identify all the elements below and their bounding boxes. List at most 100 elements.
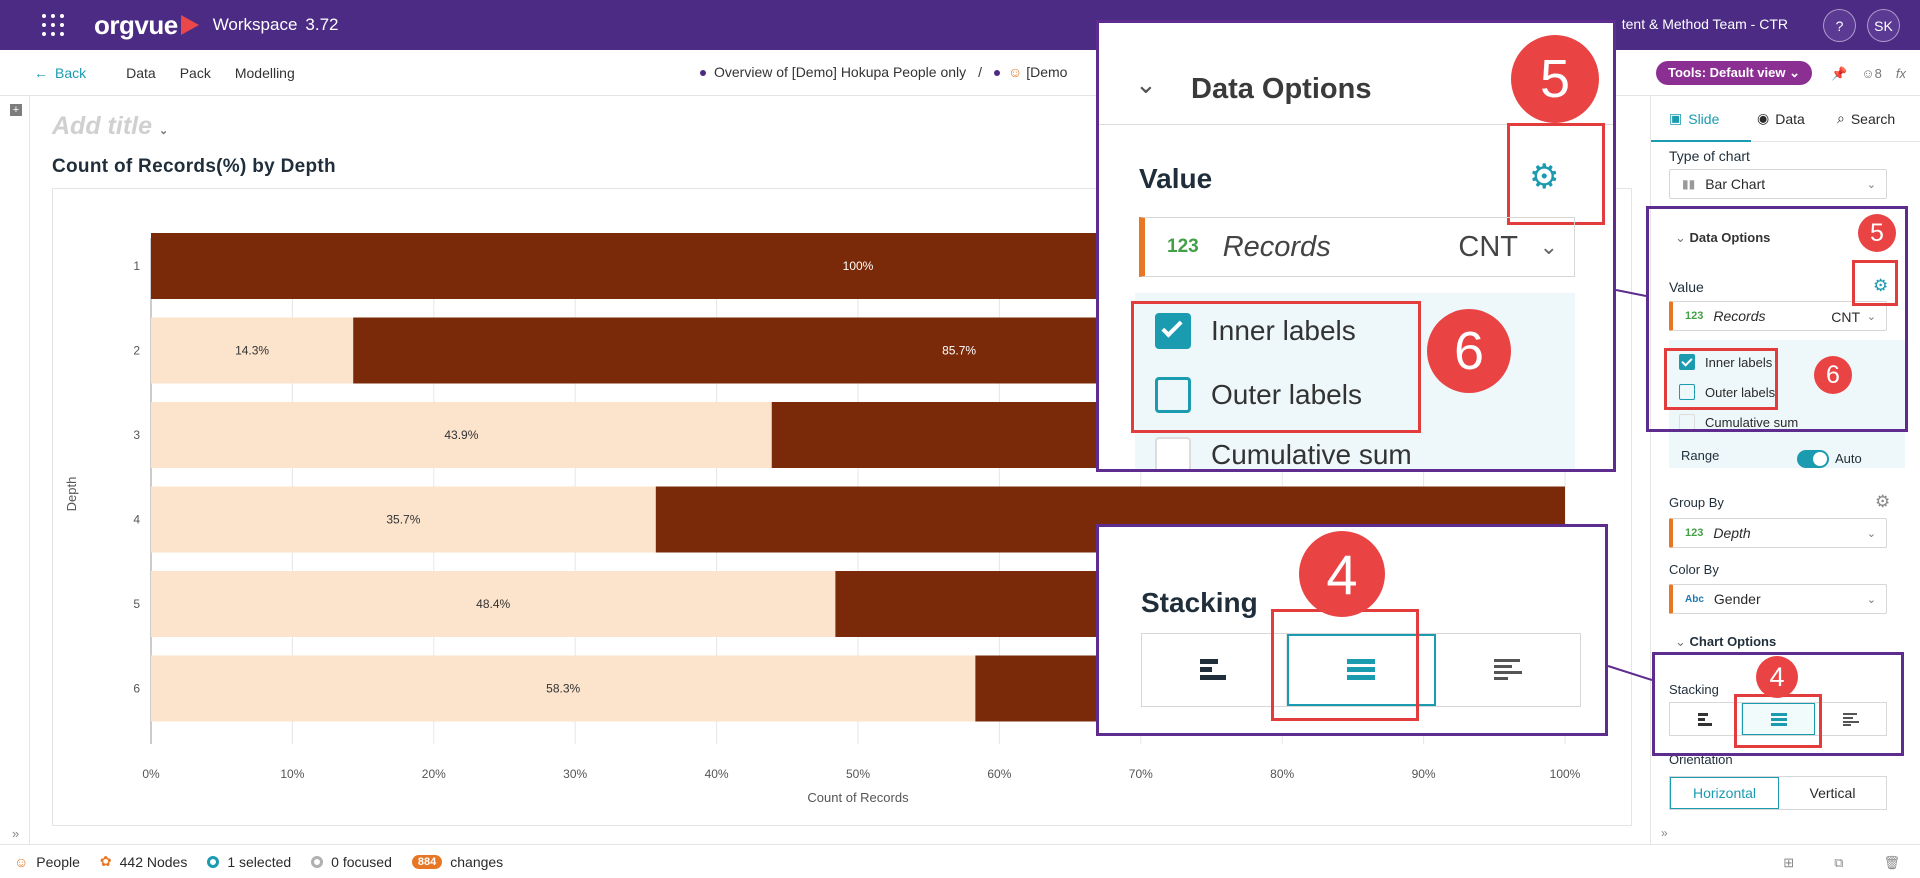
breadcrumb-item[interactable]: Overview of [Demo] Hokupa People only [700,64,966,80]
data-icon: ◉ [1757,110,1770,126]
breadcrumb-label: [Demo [1026,64,1068,80]
value-field-select[interactable]: 123 Records CNT ⌄ [1669,301,1887,331]
zoom-checkbox-unchecked [1155,437,1191,469]
search-icon: ⌕ [1837,110,1845,126]
text-type-icon: Abc [1685,593,1704,605]
person-icon: ☺ [1008,64,1023,80]
pin-icon[interactable]: 📌 [1831,66,1848,81]
zoom-step-6-marker: 6 [1427,309,1511,393]
copy-icon[interactable]: ⧉ [1834,855,1844,870]
chart-options-header[interactable]: ⌄ Chart Options [1675,634,1776,650]
app-grid-icon[interactable] [42,14,64,36]
chevron-down-icon: ⌄ [1675,230,1690,245]
nodes-status[interactable]: ✿ 442 Nodes [100,853,187,870]
inner-labels-label: Inner labels [1705,354,1773,370]
user-avatar[interactable]: SK [1867,9,1900,42]
color-by-label: Color By [1669,562,1719,577]
nodes-icon: ✿ [99,853,112,869]
x-tick-label: 80% [1270,767,1294,781]
group-by-label: Group By [1669,495,1724,510]
stack-overlap-icon [1493,659,1522,680]
group-by-select[interactable]: 123 Depth ⌄ [1669,518,1887,548]
value-settings-gear-icon[interactable]: ⚙ [1873,276,1889,295]
orientation-horizontal-button[interactable]: Horizontal [1670,777,1779,809]
value-field-name: Records [1713,308,1766,324]
breadcrumb-item[interactable]: ☺ [Demo [994,64,1067,80]
bar-segment [151,486,656,553]
nav-pack[interactable]: Pack [179,64,211,81]
back-button[interactable]: ← Back [34,65,86,81]
step-6-marker: 6 [1814,356,1852,394]
stacking-overlap-button[interactable] [1815,703,1886,735]
nav-modelling[interactable]: Modelling [234,64,295,81]
tools-view-selector[interactable]: Tools: Default view ⌄ [1656,61,1813,85]
color-by-select[interactable]: Abc Gender ⌄ [1669,584,1887,614]
focused-status[interactable]: 0 focused [311,854,392,870]
formula-icon[interactable]: fx [1895,66,1906,81]
y-tick-label: 2 [133,344,140,358]
value-aggregation: CNT [1831,309,1860,325]
add-title-input[interactable]: Add title ⌄ [52,112,168,141]
y-axis-label: Depth [64,477,79,512]
users-count[interactable]: ☺8 [1861,66,1882,81]
orientation-vertical-button[interactable]: Vertical [1809,785,1856,801]
team-selector[interactable]: tent & Method Team - CTR [1621,16,1788,32]
value-options-area [1669,340,1905,468]
zoom-stacking-options [1141,633,1581,707]
zoom-gear-icon: ⚙ [1529,158,1560,196]
bar-data-label: 48.4% [476,597,510,611]
zoom-step-4-marker: 4 [1299,531,1385,617]
tab-slide[interactable]: ▣ Slide [1669,110,1719,127]
tab-data[interactable]: ◉ Data [1757,110,1805,127]
x-tick-label: 30% [563,767,587,781]
bar-data-label: 14.3% [235,344,269,358]
group-by-gear-icon[interactable]: ⚙ [1875,492,1891,511]
arrow-left-icon: ← [34,64,48,81]
y-tick-label: 3 [133,428,140,442]
bar-segment [151,571,836,637]
changes-count-badge: 884 [411,854,443,869]
expand-left-icon[interactable]: » [12,826,20,841]
gear-highlight-box [1852,260,1898,306]
tab-search[interactable]: ⌕ Search [1837,110,1895,127]
nav-data[interactable]: Data [126,64,156,81]
changes-status[interactable]: 884 changes [411,854,503,870]
selected-status[interactable]: 1 selected [207,854,291,870]
active-tab-indicator [1651,140,1751,142]
help-button[interactable]: ? [1823,9,1856,42]
selected-label: 1 selected [227,853,292,870]
chart-type-select[interactable]: ▮▮ Bar Chart ⌄ [1669,169,1887,199]
stacking-grouped-button[interactable] [1670,703,1742,735]
outer-labels-checkbox[interactable]: Outer labels [1679,384,1775,400]
nodes-label: 442 Nodes [119,853,188,870]
range-toggle[interactable] [1797,450,1829,468]
data-options-header[interactable]: ⌄ Data Options [1675,230,1770,246]
people-label: People [36,853,80,870]
chart-frame [52,188,1632,826]
delete-icon[interactable]: 🗑 [1883,855,1900,870]
stacking-percent-button[interactable] [1742,703,1815,735]
focused-ring-icon [311,855,324,868]
people-status[interactable]: ☺ People [14,854,80,870]
expand-panel-icon[interactable]: » [1661,826,1668,840]
users-count-value: 8 [1874,66,1882,81]
add-icon[interactable]: ⊞ [1783,855,1795,870]
chart-type-value: Bar Chart [1705,176,1766,192]
checkbox-checked [1679,354,1695,370]
add-slide-icon[interactable]: + [10,104,22,116]
chevron-down-icon: ⌄ [1135,69,1157,99]
stacking-label: Stacking [1669,682,1719,697]
workspace-version: 3.72 [305,15,339,34]
tools-label: Tools: Default view [1668,65,1786,80]
status-bar: ☺ People ✿ 442 Nodes 1 selected 0 focuse… [0,844,1920,878]
dot-icon [700,70,706,77]
x-tick-label: 40% [705,767,729,781]
x-tick-label: 20% [422,767,446,781]
bar-segment [151,402,772,468]
breadcrumb-separator: / [978,64,983,80]
inner-labels-checkbox[interactable]: Inner labels [1679,354,1772,370]
zoom-value-label: Value [1139,163,1213,194]
chevron-down-icon: ⌄ [1866,179,1876,191]
stack-overlap-icon [1842,713,1859,726]
